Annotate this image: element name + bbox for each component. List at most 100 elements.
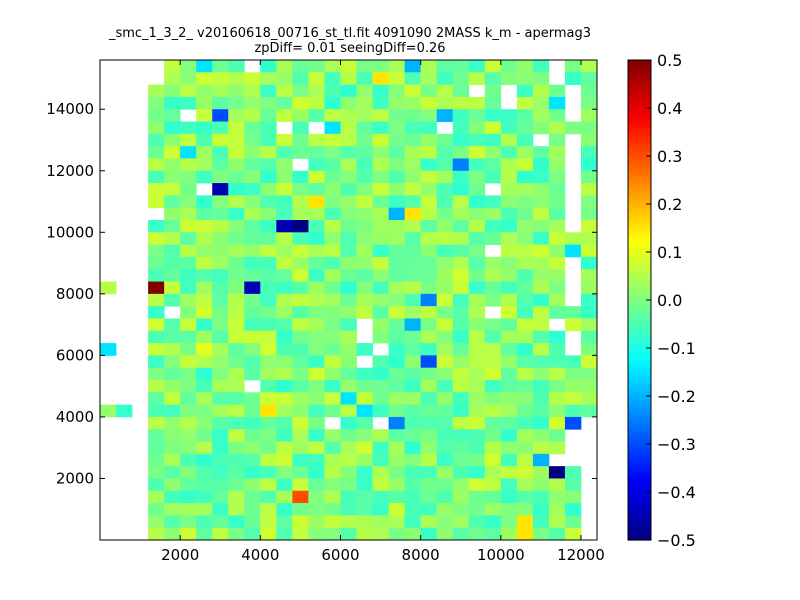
heatmap-cell	[356, 133, 373, 147]
heatmap-cell	[180, 380, 197, 393]
heatmap-cell	[532, 429, 550, 442]
heatmap-cell	[452, 84, 470, 98]
heatmap-cell	[276, 527, 293, 541]
heatmap-cell	[468, 158, 486, 172]
heatmap-cell	[404, 392, 422, 406]
heatmap-cell	[548, 256, 566, 270]
heatmap-cell	[532, 96, 550, 110]
heatmap-cell	[196, 355, 213, 369]
y-tick-label: 8000	[56, 285, 94, 303]
heatmap-cell	[404, 355, 422, 369]
colorbar-segment	[628, 448, 651, 453]
heatmap-cell	[340, 490, 357, 504]
heatmap-cell	[452, 392, 470, 406]
heatmap-cell	[180, 281, 197, 295]
heatmap-cell	[484, 72, 502, 86]
heatmap-cell	[564, 72, 582, 86]
heatmap-cell	[308, 404, 325, 418]
colorbar-tick-label: 0.5	[657, 51, 682, 70]
heatmap-cell	[340, 515, 357, 529]
heatmap-cell	[228, 306, 245, 319]
heatmap-cell	[164, 441, 181, 455]
heatmap-cell	[500, 109, 518, 122]
heatmap-cell	[148, 330, 165, 344]
heatmap-cell	[532, 60, 550, 73]
heatmap-cell	[356, 453, 373, 467]
colorbar-segment	[628, 312, 651, 317]
heatmap-cell	[260, 207, 277, 221]
heatmap-cell	[452, 527, 470, 541]
heatmap-cell	[260, 527, 277, 541]
heatmap-cell	[548, 429, 566, 442]
colorbar-segment	[628, 124, 651, 129]
colorbar-segment	[628, 340, 651, 345]
heatmap-cell	[452, 404, 470, 418]
heatmap-cell	[404, 96, 422, 110]
colorbar-segment	[628, 460, 651, 465]
heatmap-cell	[580, 330, 598, 344]
heatmap-cell	[340, 195, 357, 209]
heatmap-cell	[452, 515, 470, 529]
heatmap-cell	[180, 404, 197, 418]
heatmap-cell	[180, 183, 197, 196]
heatmap-cell	[516, 441, 534, 455]
heatmap-cell	[532, 121, 550, 135]
heatmap-cell	[276, 478, 293, 492]
heatmap-cell	[468, 60, 486, 73]
heatmap-cell	[164, 515, 181, 529]
heatmap-cell	[548, 490, 566, 504]
heatmap-cell	[404, 478, 422, 492]
colorbar-segment	[628, 284, 651, 289]
heatmap-cell	[244, 466, 261, 479]
heatmap-cell	[548, 244, 566, 258]
heatmap-cell	[324, 429, 341, 442]
heatmap-cell	[308, 256, 325, 270]
heatmap-cell	[276, 207, 293, 221]
heatmap-cell	[180, 84, 197, 98]
heatmap-cell	[468, 195, 486, 209]
heatmap-cell	[436, 416, 454, 430]
colorbar-segment	[628, 240, 651, 245]
heatmap-cell	[404, 220, 422, 233]
heatmap-cell	[532, 232, 550, 246]
heatmap-cell	[356, 515, 373, 529]
heatmap-cell	[452, 318, 470, 332]
colorbar-segment	[628, 492, 651, 497]
heatmap-cell	[516, 306, 534, 319]
heatmap-cell	[404, 244, 422, 258]
heatmap-cell	[292, 232, 309, 246]
heatmap-cell	[308, 183, 325, 196]
heatmap-cell	[260, 392, 277, 406]
heatmap-cell	[420, 343, 438, 356]
heatmap-cell	[404, 343, 422, 356]
heatmap-cell	[228, 183, 245, 196]
heatmap-cell	[212, 293, 229, 307]
heatmap-cell	[100, 404, 117, 418]
heatmap-cell	[180, 490, 197, 504]
heatmap-cell	[420, 72, 438, 86]
heatmap-cell	[580, 318, 598, 332]
heatmap-cell	[212, 84, 229, 98]
heatmap-cell	[212, 429, 229, 442]
heatmap-cell	[452, 478, 470, 492]
colorbar-segment	[628, 520, 651, 525]
heatmap-cell	[468, 232, 486, 246]
colorbar-segment	[628, 360, 651, 365]
colorbar-segment	[628, 344, 651, 349]
heatmap-cell	[500, 133, 518, 147]
heatmap-cell	[212, 503, 229, 516]
heatmap-cell	[468, 220, 486, 233]
heatmap-cell	[404, 441, 422, 455]
heatmap-cell	[276, 158, 293, 172]
heatmap-cell	[324, 293, 341, 307]
heatmap-cell	[516, 269, 534, 282]
heatmap-cell	[404, 318, 422, 332]
heatmap-cell	[452, 269, 470, 282]
heatmap-cell	[356, 170, 373, 184]
heatmap-cell	[548, 441, 566, 455]
heatmap-cell	[532, 158, 550, 172]
heatmap-cell	[468, 404, 486, 418]
heatmap-cell	[548, 220, 566, 233]
heatmap-cell	[548, 367, 566, 381]
heatmap-cell	[372, 96, 389, 110]
